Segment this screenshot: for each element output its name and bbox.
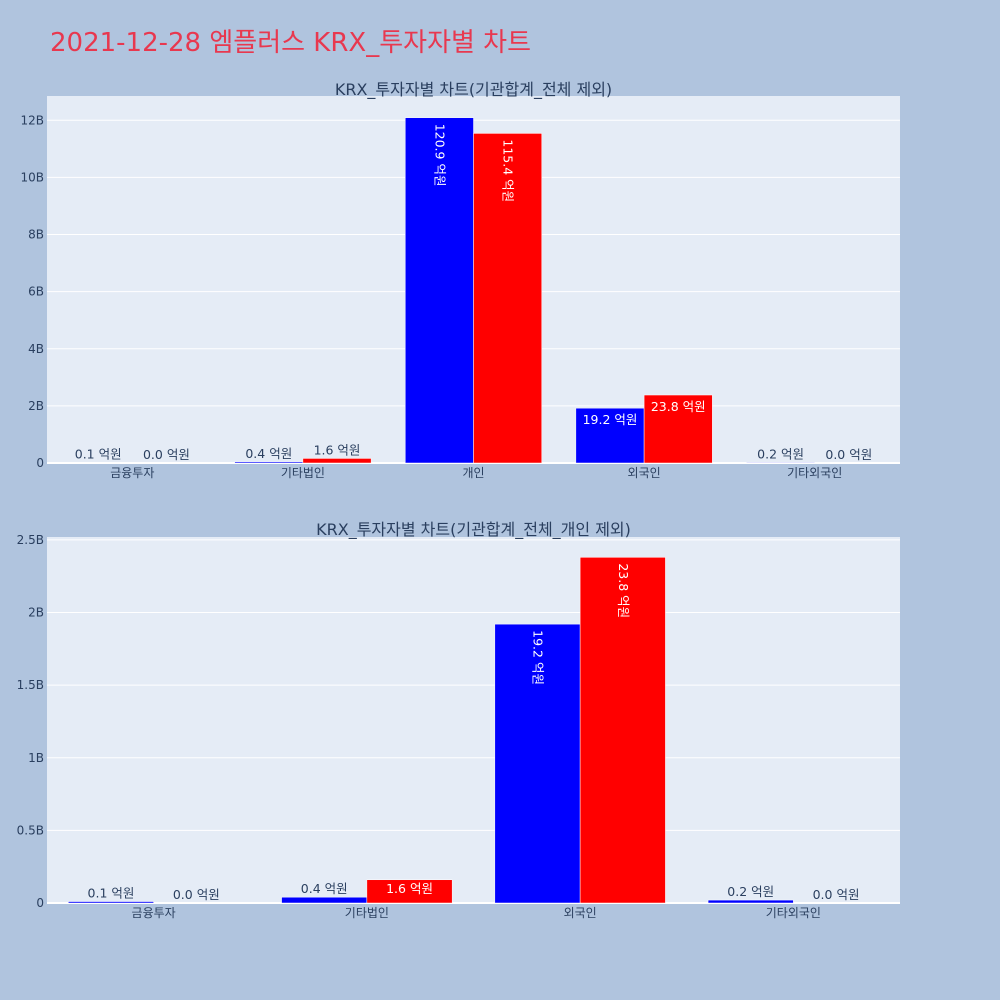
y-tick-label: 0	[36, 896, 44, 910]
bar-value-label: 0.1 억원	[88, 886, 135, 901]
bar-value-label: 23.8 억원	[651, 399, 706, 414]
bar-value-label: 0.0 억원	[813, 887, 860, 902]
y-tick-label: 0	[36, 456, 44, 470]
bar-value-label: 1.6 억원	[386, 881, 433, 896]
bar-value-label: 0.1 억원	[75, 447, 122, 462]
bar-buy	[68, 901, 154, 904]
bar-value-label: 0.2 억원	[757, 446, 804, 461]
x-tick-label: 외국인	[628, 466, 661, 480]
chart-2: 0 0.5B 1B 1.5B 2B 2.5B KRX_투자자별 차트(기관합계_전체_개인 …	[17, 520, 900, 920]
bar-sell	[366, 879, 453, 904]
x-tick-label: 금융투자	[132, 906, 176, 920]
bar-value-label: 0.4 억원	[301, 881, 348, 896]
chart-1: 0 2B 4B 6B 8B 10B 12B KRX_투자자별 차트(기관합계_전체 제외) 금융…	[20, 80, 900, 480]
bar-sell	[643, 394, 713, 464]
bar-value-label: 1.6 억원	[314, 442, 361, 457]
bar-sell	[302, 458, 372, 464]
bar-value-label: 115.4 억원	[501, 139, 516, 202]
x-tick-label: 외국인	[564, 906, 597, 920]
x-tick-label: 기타법인	[345, 906, 389, 920]
y-tick-label: 2B	[28, 399, 44, 413]
bar-value-label: 23.8 억원	[616, 563, 631, 618]
x-tick-label: 개인	[462, 466, 484, 480]
bar-value-label: 19.2 억원	[530, 630, 545, 685]
y-tick-label: 2B	[28, 606, 44, 620]
y-tick-label: 2.5B	[17, 533, 44, 547]
bar-value-label: 0.0 억원	[173, 887, 220, 902]
bar-value-label: 0.0 억원	[825, 447, 872, 462]
bar-buy	[707, 899, 794, 904]
x-tick-label: 기타외국인	[766, 906, 821, 920]
y-tick-label: 10B	[20, 170, 44, 184]
bar-buy	[575, 407, 645, 464]
y-tick-label: 1.5B	[17, 678, 44, 692]
bar-buy	[746, 462, 815, 464]
x-tick-label: 금융투자	[110, 466, 154, 480]
plot-area	[47, 537, 900, 903]
y-tick-label: 8B	[28, 228, 44, 242]
bar-value-label: 120.9 억원	[432, 124, 447, 187]
bar-value-label: 0.4 억원	[245, 446, 292, 461]
bar-buy	[234, 461, 304, 464]
y-tick-label: 12B	[20, 113, 44, 127]
chart-title: KRX_투자자별 차트(기관합계_전체 제외)	[335, 80, 612, 100]
x-tick-label: 기타법인	[281, 466, 325, 480]
y-tick-label: 6B	[28, 285, 44, 299]
bar-buy	[281, 896, 368, 904]
y-tick-label: 4B	[28, 342, 44, 356]
bar-buy	[494, 623, 581, 904]
y-tick-label: 0.5B	[17, 823, 44, 837]
page-title: 2021-12-28 엠플러스 KRX_투자자별 차트	[50, 28, 532, 58]
bar-value-label: 19.2 억원	[583, 412, 638, 427]
bar-sell	[473, 133, 542, 464]
x-tick-label: 기타외국인	[787, 466, 842, 480]
bar-buy	[405, 117, 474, 464]
y-tick-label: 1B	[28, 751, 44, 765]
bar-value-label: 0.0 억원	[143, 447, 190, 462]
chart-title: KRX_투자자별 차트(기관합계_전체_개인 제외)	[316, 520, 631, 540]
bar-value-label: 0.2 억원	[727, 884, 774, 899]
bar-sell	[579, 557, 666, 904]
